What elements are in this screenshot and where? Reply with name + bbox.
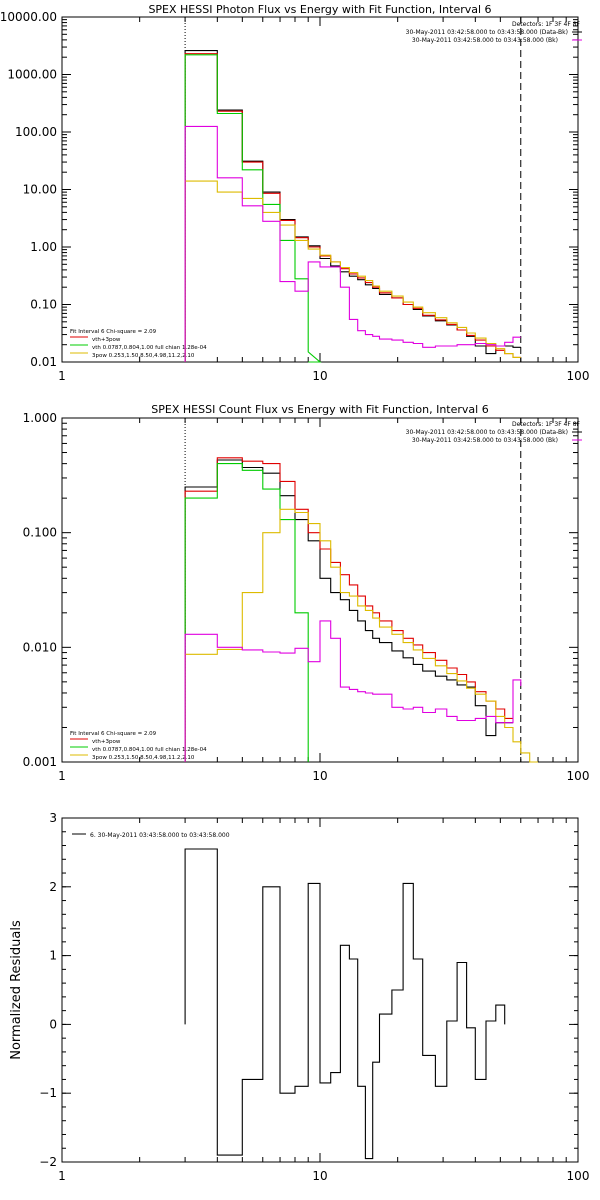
photon-ytick-label: 1.00 [30, 240, 57, 254]
photon-series-2 [184, 54, 322, 363]
photon-legend-line-1: vth+3pow [92, 337, 121, 343]
photon-panel: SPEX HESSI Photon Flux vs Energy with Fi… [70, 3, 581, 359]
count-series-4 [184, 620, 522, 762]
count-header: Detectors: 1F 3F 4F 8F 30-May-2011 03:42… [406, 421, 581, 444]
photon-series-4 [184, 125, 521, 362]
count-xtick-label: 10 [312, 769, 327, 783]
residuals-xtick-label: 1 [58, 1169, 66, 1183]
count-ytick-label: 1.000 [23, 411, 57, 425]
residuals-ytick-label: 2 [49, 880, 57, 894]
photon-legend: Fit Interval 6 Chi-square = 2.09 vth+3po… [70, 329, 207, 359]
photon-ytick-label: 0.01 [30, 355, 57, 369]
photon-ytick-label: 0.10 [30, 298, 57, 312]
count-header-line-0: Detectors: 1F 3F 4F 8F [512, 421, 581, 428]
residuals-ytick-label: 0 [49, 1017, 57, 1031]
photon-header-line-2: 30-May-2011 03:42:58.000 to 03:43:58.000… [412, 37, 558, 44]
photon-header-line-0: Detectors: 1F 3F 4F 8F [512, 21, 581, 28]
residuals-legend-line-0: 6. 30-May-2011 03:43:58.000 to 03:43:58.… [90, 832, 230, 839]
residuals-panel: Normalized Residuals 6. 30-May-2011 03:4… [9, 832, 230, 1060]
residuals-ytick-label: 3 [49, 811, 57, 825]
photon-plot: 1 10 100 0.01 0.10 1.00 10.00 100.00 1000.00 1000… [0, 10, 589, 383]
count-xtick-label: 1 [58, 769, 66, 783]
residuals-plot: 1 10 100 −2 −1 0 1 2 3 [39, 811, 589, 1183]
count-legend-line-2: vth 0.0787,0.804,1.00 full chian 1.28e-0… [92, 747, 207, 753]
photon-ytick-label: 100.00 [15, 125, 57, 139]
photon-title: SPEX HESSI Photon Flux vs Energy with Fi… [148, 3, 491, 16]
count-header-line-1: 30-May-2011 03:42:58.000 to 03:43:58.000… [406, 429, 568, 436]
residuals-legend: 6. 30-May-2011 03:43:58.000 to 03:43:58.… [90, 832, 230, 839]
photon-header-line-1: 30-May-2011 03:42:58.000 to 03:43:58.000… [406, 29, 568, 36]
count-panel: SPEX HESSI Count Flux vs Energy with Fit… [70, 403, 581, 761]
count-legend-line-3: 3pow 0.253,1.50,8.50,4.98,11.2,2.10 [92, 755, 195, 761]
photon-legend-line-0: Fit Interval 6 Chi-square = 2.09 [70, 329, 157, 335]
photon-ytick-label: 1000.00 [7, 68, 57, 82]
residuals-ytick-label: 1 [49, 949, 57, 963]
photon-xtick-label: 100 [567, 369, 590, 383]
residuals-ylabel: Normalized Residuals [9, 920, 24, 1060]
photon-header: Detectors: 1F 3F 4F 8F 30-May-2011 03:42… [406, 21, 581, 44]
count-legend: Fit Interval 6 Chi-square = 2.09 vth+3po… [70, 731, 207, 761]
photon-ytick-label: 10.00 [23, 183, 57, 197]
residuals-xtick-label: 100 [567, 1169, 590, 1183]
count-legend-line-1: vth+3pow [92, 739, 121, 745]
count-legend-line-0: Fit Interval 6 Chi-square = 2.09 [70, 731, 157, 737]
residuals-series-0 [184, 848, 506, 1160]
photon-legend-line-2: vth 0.0787,0.804,1.00 full chian 1.28e-0… [92, 345, 207, 351]
count-title: SPEX HESSI Count Flux vs Energy with Fit… [151, 403, 488, 416]
photon-ytick-label: 10000.00 [0, 10, 57, 24]
residuals-ytick-label: −1 [39, 1086, 57, 1100]
count-header-line-2: 30-May-2011 03:42:58.000 to 03:43:58.000… [412, 437, 558, 444]
count-xtick-label: 100 [567, 769, 590, 783]
residuals-xtick-label: 10 [312, 1169, 327, 1183]
count-ytick-label: 0.001 [23, 755, 57, 769]
count-series-2 [184, 463, 309, 762]
count-series-3 [184, 508, 538, 763]
count-plot: 1 10 100 0.001 0.010 0.100 1.000 [23, 411, 590, 783]
photon-series-0 [184, 50, 521, 362]
photon-xtick-label: 1 [58, 369, 66, 383]
residuals-ytick-label: −2 [39, 1155, 57, 1169]
photon-xtick-label: 10 [312, 369, 327, 383]
photon-legend-line-3: 3pow 0.253,1.50,8.50,4.98,11.2,2.10 [92, 353, 195, 359]
photon-series-3 [184, 180, 521, 362]
count-ytick-label: 0.100 [23, 526, 57, 540]
count-ytick-label: 0.010 [23, 640, 57, 654]
